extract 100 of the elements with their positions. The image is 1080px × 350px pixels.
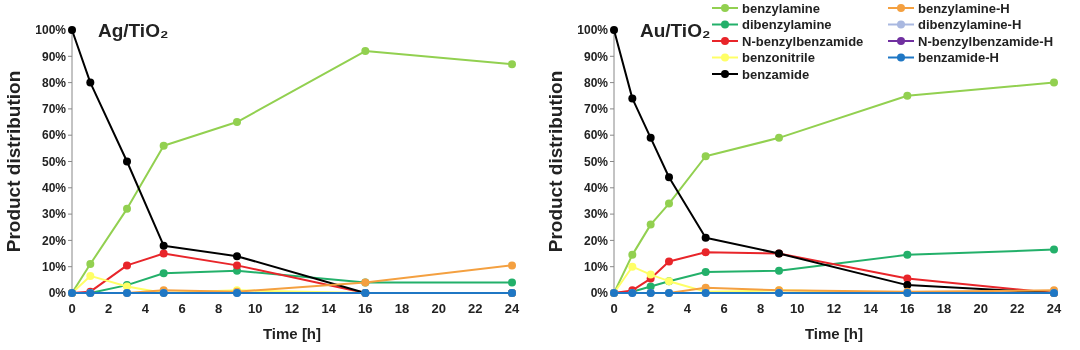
point xyxy=(123,261,131,270)
point xyxy=(1050,78,1058,87)
x-axis-title: Time [h] xyxy=(262,325,322,342)
point xyxy=(775,266,783,275)
y-tick-label: 40% xyxy=(41,181,67,195)
y-tick-label: 0% xyxy=(48,286,67,301)
y-tick-label: 20% xyxy=(41,233,67,248)
point xyxy=(646,220,655,229)
legend-label: benzamide-H xyxy=(918,50,999,66)
x-tick-label: 14 xyxy=(321,301,337,316)
legend-label: benzonitrile xyxy=(742,50,815,66)
y-tick-label: 10% xyxy=(583,259,609,274)
point xyxy=(903,250,912,259)
point xyxy=(701,267,710,276)
point xyxy=(646,270,655,279)
legend-label: benzylamine xyxy=(742,0,821,16)
x-tick-label: 22 xyxy=(468,301,483,316)
y-tick-label: 60% xyxy=(41,128,67,143)
x-tick-label: 12 xyxy=(284,301,300,316)
x-tick-label: 4 xyxy=(683,301,692,316)
point xyxy=(646,133,655,142)
y-axis-title: Product distribution xyxy=(3,70,24,253)
x-tick-label: 6 xyxy=(178,301,186,316)
point xyxy=(665,199,673,208)
y-tick-label: 70% xyxy=(583,102,609,117)
x-tick-label: 4 xyxy=(141,301,150,316)
point xyxy=(233,118,241,127)
point xyxy=(508,278,516,287)
y-tick-label: 30% xyxy=(583,207,609,222)
x-tick-label: 8 xyxy=(757,301,765,316)
point xyxy=(233,261,241,270)
x-tick-label: 22 xyxy=(1010,301,1025,316)
x-tick-label: 14 xyxy=(863,301,879,316)
point xyxy=(233,252,241,261)
x-tick-label: 18 xyxy=(936,301,952,316)
y-tick-label: 20% xyxy=(583,233,609,248)
point xyxy=(159,241,168,250)
x-tick-label: 18 xyxy=(394,301,410,316)
chart-title: Au/TiO₂ xyxy=(640,20,711,41)
legend-label: N-benzylbenzamide xyxy=(742,33,864,49)
point xyxy=(159,141,168,150)
legend-label: benzylamine-H xyxy=(918,0,1010,16)
point xyxy=(628,262,637,271)
y-tick-label: 90% xyxy=(583,49,609,64)
legend-label: dibenzylamine xyxy=(742,17,832,33)
y-tick-label: 30% xyxy=(41,207,67,222)
point xyxy=(1050,245,1058,254)
point xyxy=(701,248,710,257)
x-tick-label: 24 xyxy=(504,301,520,316)
point xyxy=(508,60,516,69)
y-tick-label: 70% xyxy=(41,102,67,117)
x-tick-label: 20 xyxy=(431,301,446,316)
x-tick-label: 24 xyxy=(1046,301,1062,316)
x-tick-label: 8 xyxy=(215,301,223,316)
y-tick-label: 60% xyxy=(583,128,609,143)
point xyxy=(361,47,370,56)
x-tick-label: 2 xyxy=(647,301,655,316)
point xyxy=(903,281,912,290)
y-tick-label: 40% xyxy=(583,181,609,195)
y-tick-label: 10% xyxy=(41,259,67,274)
point xyxy=(123,157,131,166)
x-tick-label: 6 xyxy=(720,301,728,316)
x-tick-label: 10 xyxy=(790,301,805,316)
legend-label: dibenzylamine-H xyxy=(918,17,1022,33)
point xyxy=(665,257,673,266)
y-tick-label: 80% xyxy=(583,75,609,90)
x-tick-label: 16 xyxy=(358,301,373,316)
x-tick-label: 10 xyxy=(248,301,263,316)
y-tick-label: 80% xyxy=(41,75,67,90)
x-tick-label: 0 xyxy=(68,301,76,316)
y-tick-label: 50% xyxy=(41,154,67,169)
x-tick-label: 12 xyxy=(826,301,842,316)
point xyxy=(665,173,673,182)
point xyxy=(628,94,637,103)
x-tick-label: 20 xyxy=(973,301,988,316)
x-tick-label: 2 xyxy=(105,301,113,316)
point xyxy=(628,250,637,259)
x-axis-title: Time [h] xyxy=(804,325,864,342)
point xyxy=(508,261,516,270)
y-tick-label: 90% xyxy=(41,49,67,64)
y-tick-label: 50% xyxy=(583,154,609,169)
chart-title: Ag/TiO₂ xyxy=(98,20,169,41)
point xyxy=(86,78,95,87)
point xyxy=(86,271,95,280)
y-tick-label: 100% xyxy=(577,23,609,38)
point xyxy=(123,204,131,213)
legend-label: benzamide xyxy=(742,66,810,82)
legend-label: N-benzylbenzamide-H xyxy=(918,33,1054,49)
y-axis-title: Product distribution xyxy=(545,70,566,253)
point xyxy=(86,260,95,269)
point xyxy=(159,269,168,278)
y-tick-label: 100% xyxy=(35,23,67,38)
point xyxy=(903,91,912,100)
point xyxy=(701,152,710,161)
x-tick-label: 16 xyxy=(900,301,915,316)
x-tick-label: 0 xyxy=(610,301,618,316)
point xyxy=(775,133,783,142)
point xyxy=(159,249,168,258)
y-tick-label: 0% xyxy=(590,286,609,301)
point xyxy=(701,233,710,242)
